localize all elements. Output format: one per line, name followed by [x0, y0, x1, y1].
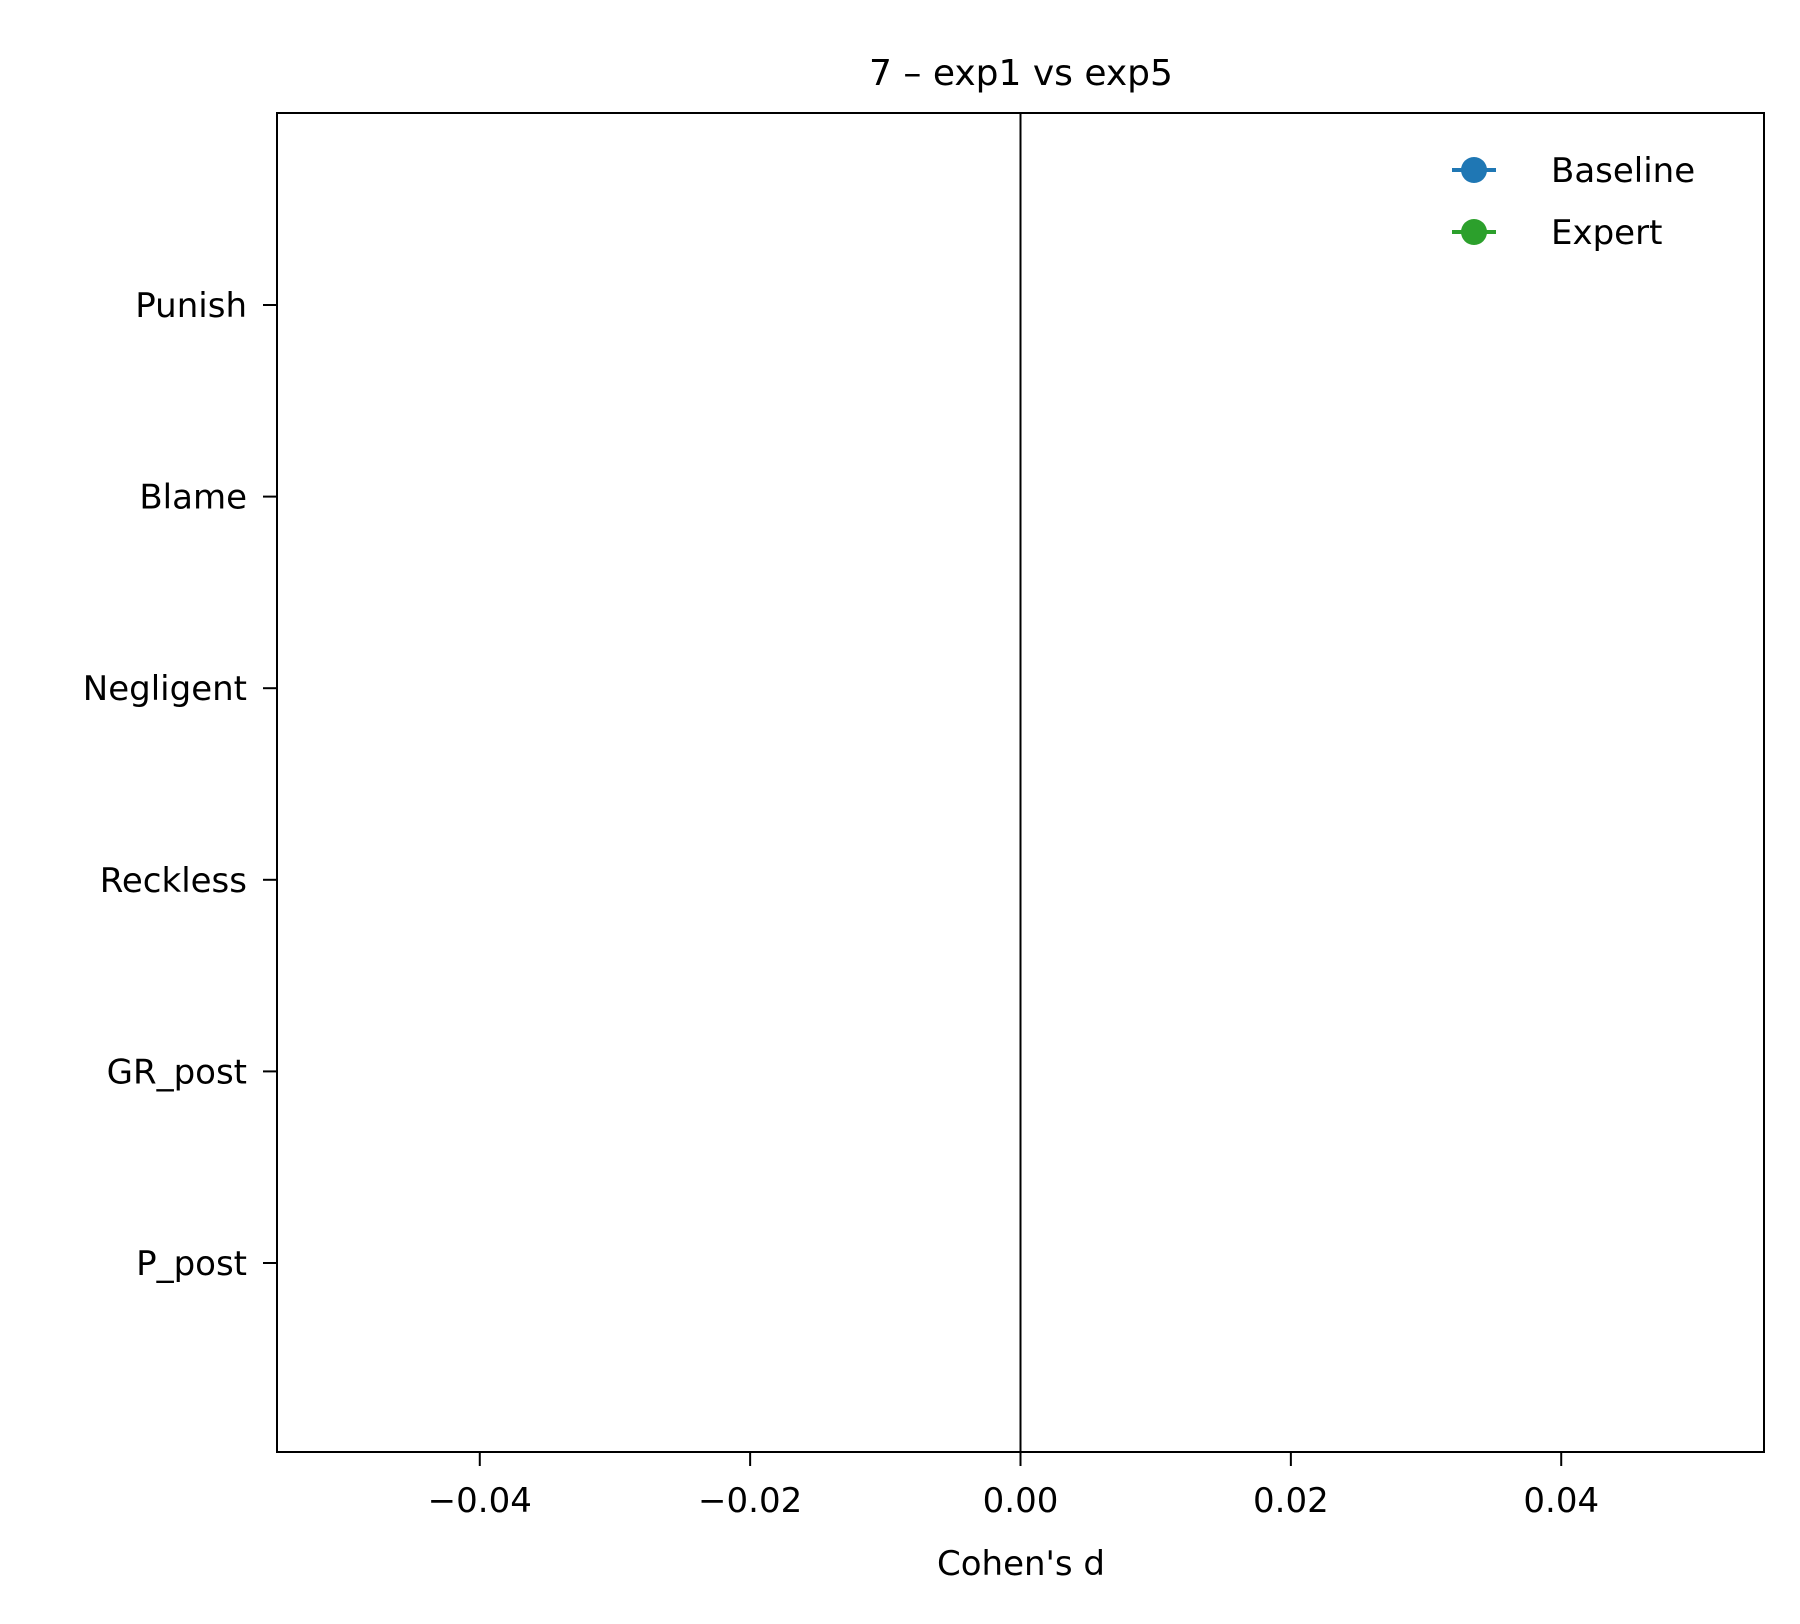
- legend-marker-icon: [1461, 219, 1487, 245]
- y-tick-label: P_post: [136, 1244, 247, 1284]
- legend-entry: Expert: [1452, 213, 1662, 253]
- x-tick-label: −0.04: [428, 1481, 532, 1521]
- y-tick-label: Blame: [139, 478, 247, 518]
- y-tick-label: GR_post: [107, 1052, 247, 1092]
- x-tick-label: 0.02: [1253, 1481, 1329, 1521]
- legend-marker-icon: [1461, 157, 1487, 183]
- legend-entry: Baseline: [1452, 151, 1695, 191]
- legend: Baseline Expert: [1452, 151, 1695, 253]
- x-axis-label: Cohen's d: [937, 1544, 1105, 1584]
- chart-title: 7 – exp1 vs exp5: [869, 53, 1173, 94]
- legend-label: Baseline: [1551, 151, 1695, 191]
- y-axis: Punish Blame Negligent Reckless GR_post P_pos…: [83, 286, 277, 1284]
- y-tick-label: Negligent: [83, 669, 247, 709]
- legend-label: Expert: [1551, 213, 1662, 253]
- y-tick-label: Punish: [135, 286, 247, 326]
- x-tick-label: 0.04: [1523, 1481, 1599, 1521]
- x-axis: −0.04 −0.02 0.00 0.02 0.04: [428, 1452, 1599, 1521]
- y-tick-label: Reckless: [100, 861, 247, 901]
- x-tick-label: 0.00: [983, 1481, 1059, 1521]
- x-tick-label: −0.02: [698, 1481, 802, 1521]
